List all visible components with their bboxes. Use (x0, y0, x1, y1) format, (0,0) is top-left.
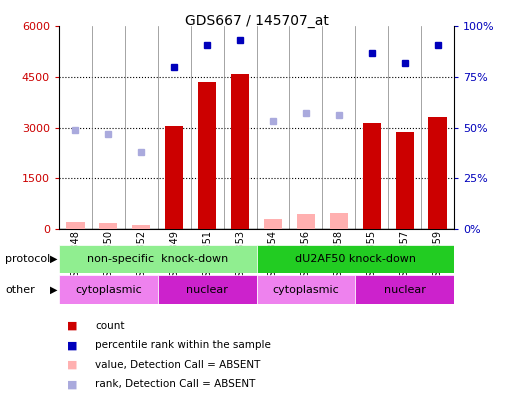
Bar (59, 275, 158, 304)
Text: count: count (95, 321, 125, 331)
Bar (363, 122, 381, 229)
Bar (330, 213, 348, 229)
Text: percentile rank within the sample: percentile rank within the sample (95, 341, 271, 350)
Text: protocol: protocol (5, 254, 50, 264)
Bar (256, 275, 355, 304)
Text: ■: ■ (67, 360, 77, 370)
Bar (264, 220, 282, 229)
Text: cytoplasmic: cytoplasmic (272, 285, 339, 294)
Text: nuclear: nuclear (384, 285, 426, 294)
Text: ▶: ▶ (50, 285, 57, 294)
Text: other: other (5, 285, 35, 294)
Bar (355, 275, 454, 304)
Text: nuclear: nuclear (186, 285, 228, 294)
Bar (59, 245, 256, 273)
Bar (158, 275, 256, 304)
Bar (428, 117, 447, 229)
Bar (66, 222, 85, 229)
Text: ■: ■ (67, 379, 77, 389)
Text: cytoplasmic: cytoplasmic (75, 285, 142, 294)
Bar (231, 74, 249, 229)
Bar (297, 214, 315, 229)
Bar (132, 225, 150, 229)
Bar (100, 223, 117, 229)
Text: rank, Detection Call = ABSENT: rank, Detection Call = ABSENT (95, 379, 255, 389)
Text: GDS667 / 145707_at: GDS667 / 145707_at (185, 14, 328, 28)
Text: ▶: ▶ (50, 254, 57, 264)
Text: non-specific  knock-down: non-specific knock-down (87, 254, 228, 264)
Text: dU2AF50 knock-down: dU2AF50 knock-down (295, 254, 416, 264)
Bar (396, 132, 413, 229)
Bar (198, 82, 216, 229)
Bar (256, 245, 454, 273)
Text: ■: ■ (67, 341, 77, 350)
Bar (165, 126, 183, 229)
Text: ■: ■ (67, 321, 77, 331)
Text: value, Detection Call = ABSENT: value, Detection Call = ABSENT (95, 360, 260, 370)
